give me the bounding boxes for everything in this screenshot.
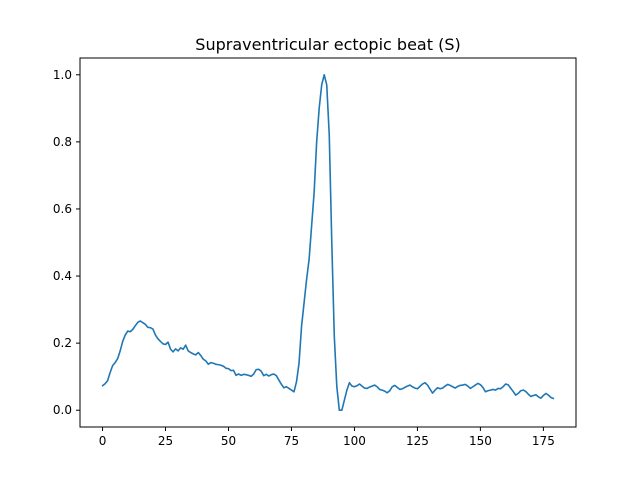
axes-frame [79,57,577,428]
x-tick-label: 125 [406,434,429,448]
x-tick-label: 50 [221,434,236,448]
y-tick-label: 0.8 [53,135,72,149]
x-tick-label: 100 [343,434,366,448]
x-tick-label: 175 [532,434,555,448]
series-line [101,73,555,412]
x-tick-label: 0 [99,434,107,448]
y-tick-label: 0.2 [53,336,72,350]
x-tick-label: 75 [284,434,299,448]
chart-title: Supraventricular ectopic beat (S) [195,35,460,54]
x-tick-label: 150 [469,434,492,448]
axis-ticks: 0 25 50 75 100 125 150 175 0.0 0.2 0.4 0.6 0.8 1.0 [53,68,555,448]
y-tick-label: 0.6 [53,202,72,216]
y-tick-label: 0.4 [53,269,72,283]
series-group [101,73,555,412]
y-tick-label: 0.0 [53,403,72,417]
x-tick-label: 25 [158,434,173,448]
y-tick-label: 1.0 [53,68,72,82]
